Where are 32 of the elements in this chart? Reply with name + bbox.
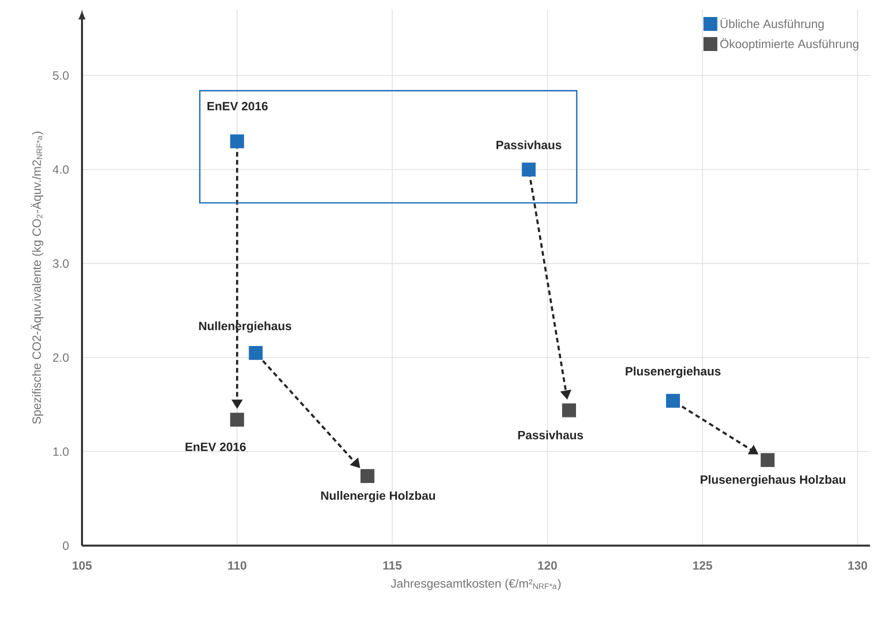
point [666,394,680,408]
legend-label: Übliche Ausführung [720,18,824,30]
x-tick-label: 130 [848,561,868,570]
x-tick-label: 105 [72,561,92,570]
y-tick-label: 3.0 [52,259,69,268]
y-tick-label: 5.0 [52,71,69,80]
x-tick-label: 120 [538,561,557,570]
legend-label: Ökooptimierte Ausführung [720,38,858,51]
x-tick-label: 115 [383,561,402,570]
annotation: Plusenergiehaus [626,366,721,378]
annotation: Passivhaus [518,430,583,440]
y-axis-title: Spezifische CO2-Äquv.ivalente (kg CO$_{2}$-Äquv./m2$_{NRF*a}$) [30,132,44,424]
x-tick-label: 110 [228,561,246,570]
annotation: EnEV 2016 [208,102,268,110]
annotation: Nullenergiehaus [199,321,292,333]
point [760,453,775,468]
point [248,346,263,360]
annotation: Nullenergie Holzbau [321,491,435,502]
point [522,162,536,176]
annotation: Plusenergiehaus Holzbau [700,475,846,486]
y-tick-label: 4.0 [52,165,69,174]
annotation: Passivhaus [496,140,562,150]
y-tick-label: 0 [62,541,69,550]
point [230,134,244,148]
point [230,412,244,427]
y-tick-label: 2.0 [53,353,69,362]
y-tick-label: 1.0 [53,447,69,456]
point [360,469,374,484]
x-tick-label: 125 [693,561,712,570]
x-axis-title: Jahresgesamtkosten (€/m²$_{NRF*a}$) [390,578,561,590]
point [562,403,576,418]
annotation: EnEV 2016 [186,442,246,452]
